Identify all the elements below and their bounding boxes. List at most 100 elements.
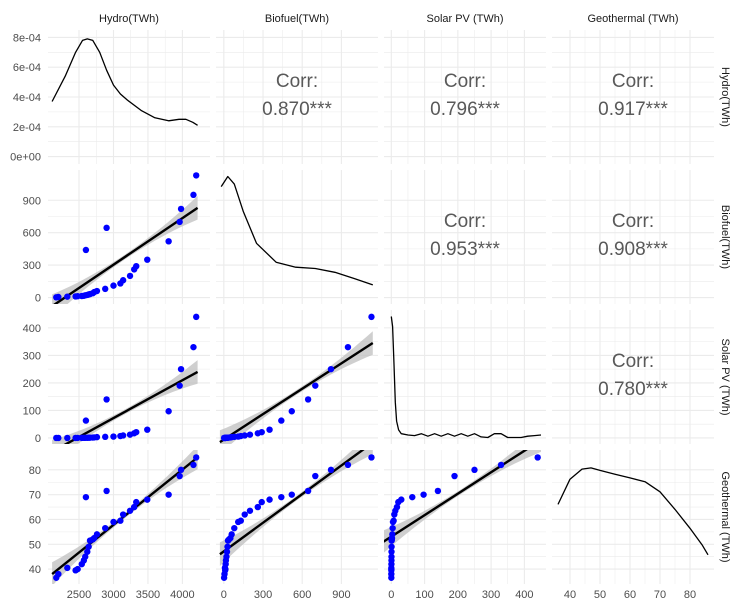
x-tick-label-hydro-4000: 4000 <box>170 589 194 601</box>
scatter-r2-c0 <box>53 313 200 442</box>
point-r3-c0-15 <box>103 487 110 495</box>
panel-grid-r1-c0 <box>48 170 210 304</box>
corr-label-r1-c3: Corr: <box>612 211 654 232</box>
fit-line-r1-c0 <box>53 206 199 304</box>
point-r2-c1-20 <box>246 431 254 438</box>
point-r3-c2-28 <box>534 454 541 461</box>
point-r3-c2-9 <box>388 548 395 555</box>
x-tick-label-solar-200: 200 <box>449 589 467 601</box>
point-r3-c0-25 <box>176 472 183 480</box>
point-r3-c1-25 <box>312 472 319 480</box>
point-r2-c1-19 <box>241 432 248 439</box>
fit-group-r2-c1 <box>219 331 374 444</box>
y-tick-label-solar-400: 400 <box>23 323 41 335</box>
point-r3-c0-4 <box>74 565 81 573</box>
point-r1-c0-2 <box>64 293 71 300</box>
corr-label-r1-c2: Corr: <box>444 211 486 232</box>
point-r3-c0-10 <box>85 543 92 550</box>
point-r2-c1-15 <box>304 396 312 403</box>
point-r3-c1-18 <box>237 517 245 524</box>
point-r3-c1-28 <box>368 454 375 461</box>
panel-grid-r2-c3 <box>552 310 714 444</box>
point-r3-c1-20 <box>246 507 254 514</box>
point-r2-c0-23 <box>144 426 151 433</box>
panel-grid-r1-c1 <box>216 170 378 304</box>
x-tick-label-solar-0: 0 <box>388 589 394 601</box>
scatter-r1-c0 <box>53 172 200 301</box>
point-r3-c0-22 <box>133 498 140 506</box>
x-tick-label-geothermal-50: 50 <box>594 589 606 601</box>
corr-value-r0-c3: 0.917*** <box>598 99 668 120</box>
x-tick-label-solar-100: 100 <box>415 589 433 601</box>
x-tick-label-solar-400: 400 <box>515 589 533 601</box>
scatter-r3-c0 <box>53 454 200 581</box>
point-r1-c0-26 <box>177 205 185 213</box>
y-tick-label-biofuel-600: 600 <box>23 228 41 240</box>
panel-grid-r2-c2 <box>384 310 546 444</box>
x-tick-label-geothermal-60: 60 <box>624 589 636 601</box>
panel-grid-r3-c0 <box>48 450 210 584</box>
point-r2-c0-17 <box>110 433 117 440</box>
corr-value-r1-c3: 0.908*** <box>598 239 668 260</box>
corr-value-r0-c2: 0.796*** <box>430 99 500 120</box>
density-curve-hydro <box>51 38 198 126</box>
point-r3-c0-24 <box>165 491 172 498</box>
row-strip-label-geothermal-twh: Geothermal (TWh) <box>719 471 731 562</box>
x-tick-label-biofuel-0: 0 <box>221 589 227 601</box>
point-r1-c0-19 <box>119 277 127 284</box>
y-tick-label-hydro-2e-04: 2e-04 <box>13 122 41 134</box>
panel-grid-r1-c2 <box>384 170 546 304</box>
corr-label-r0-c2: Corr: <box>444 71 486 92</box>
column-strip-label-geothermal-twh: Geothermal (TWh) <box>587 13 678 25</box>
point-r1-c0-15 <box>103 224 110 232</box>
point-r3-c0-26 <box>177 466 185 474</box>
point-r2-c0-24 <box>165 408 172 415</box>
point-r3-c0-28 <box>193 454 200 461</box>
point-r3-c2-8 <box>409 493 416 501</box>
point-r3-c2-27 <box>497 461 505 469</box>
density-curve-solar <box>390 316 542 439</box>
point-r2-c1-22 <box>258 428 265 436</box>
point-r3-c1-23 <box>266 496 273 503</box>
point-r2-c0-22 <box>133 428 140 436</box>
point-r2-c1-28 <box>368 313 375 321</box>
point-r3-c0-20 <box>126 507 134 514</box>
row-strip-label-hydro-twh: Hydro(TWh) <box>719 67 731 127</box>
y-tick-label-solar-100: 100 <box>23 405 41 417</box>
point-r3-c1-24 <box>288 491 295 498</box>
point-r3-c1-14 <box>228 531 235 538</box>
panel-grid-r3-c2 <box>384 450 546 584</box>
panel-grid-r3-c3 <box>552 450 714 584</box>
point-r3-c0-23 <box>144 496 151 503</box>
point-r3-c1-9 <box>223 548 231 555</box>
point-r3-c2-4 <box>388 565 395 573</box>
panel-grid-r0-c0 <box>48 30 210 164</box>
point-r1-c0-24 <box>165 238 172 245</box>
point-r2-c1-26 <box>327 365 335 373</box>
point-r2-c0-25 <box>176 382 183 389</box>
corr-label-r0-c1: Corr: <box>276 71 318 92</box>
point-r3-c0-2 <box>64 564 71 572</box>
point-r3-c1-19 <box>241 511 248 518</box>
fit-line-r2-c1 <box>219 342 374 444</box>
point-r1-c0-22 <box>133 262 140 270</box>
x-tick-label-solar-300: 300 <box>482 589 500 601</box>
column-strip-label-hydro-twh: Hydro(TWh) <box>99 13 159 25</box>
point-r3-c2-26 <box>471 466 478 474</box>
y-tick-label-biofuel-900: 900 <box>23 195 41 207</box>
point-r1-c0-8 <box>82 246 90 254</box>
x-tick-label-biofuel-300: 300 <box>254 589 272 601</box>
point-r3-c1-10 <box>224 543 231 550</box>
point-r2-c0-2 <box>64 434 71 442</box>
point-r3-c0-21 <box>130 503 138 511</box>
corr-value-r1-c2: 0.953*** <box>430 239 500 260</box>
point-r3-c2-25 <box>451 472 458 480</box>
point-r1-c0-20 <box>126 272 134 280</box>
row-strip-label-solar-pv-twh: Solar PV (TWh) <box>719 338 731 415</box>
x-tick-label-geothermal-70: 70 <box>654 589 666 601</box>
panel-grid-r0-c1 <box>216 30 378 164</box>
fit-line-r3-c1 <box>219 450 365 556</box>
corr-label-r2-c3: Corr: <box>612 351 654 372</box>
point-r3-c1-15 <box>304 487 312 495</box>
